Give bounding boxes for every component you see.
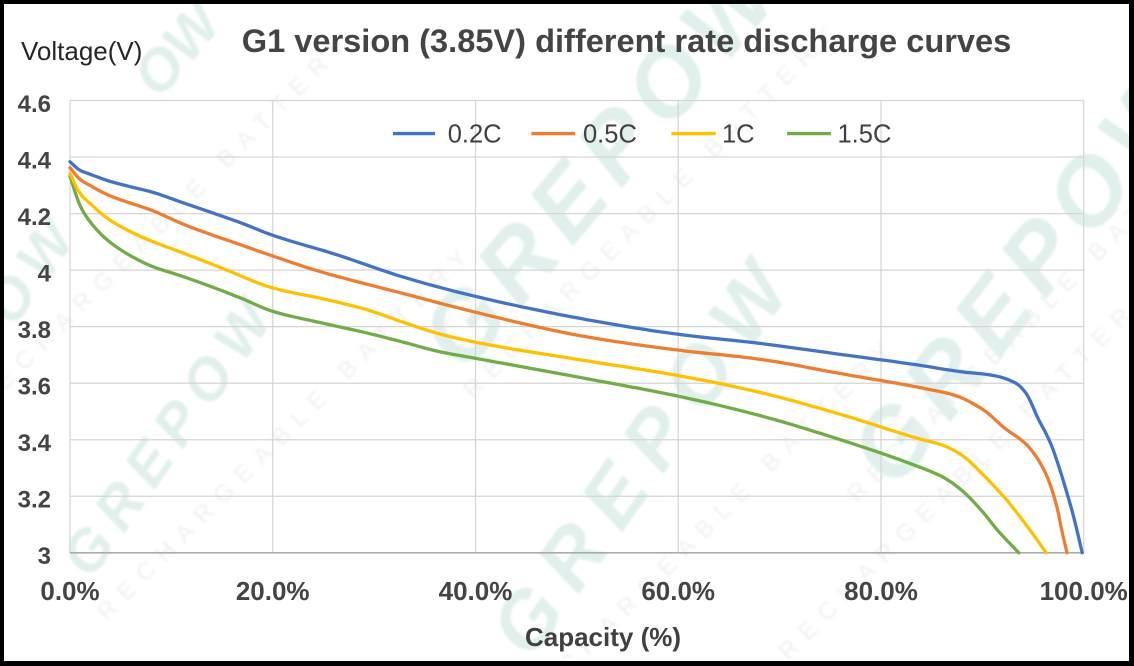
svg-text:4.6: 4.6 xyxy=(18,91,51,118)
svg-text:Voltage(V): Voltage(V) xyxy=(21,36,142,66)
svg-text:0.0%: 0.0% xyxy=(40,576,99,606)
svg-text:20.0%: 20.0% xyxy=(236,576,310,606)
svg-text:3.6: 3.6 xyxy=(18,374,51,401)
svg-text:1.5C: 1.5C xyxy=(838,120,892,148)
svg-text:G1 version (3.85V) different r: G1 version (3.85V) different rate discha… xyxy=(242,22,1012,59)
svg-text:60.0%: 60.0% xyxy=(641,576,715,606)
svg-text:80.0%: 80.0% xyxy=(844,576,918,606)
svg-text:3.4: 3.4 xyxy=(18,430,52,457)
svg-text:4.4: 4.4 xyxy=(18,147,52,174)
svg-text:40.0%: 40.0% xyxy=(439,576,513,606)
svg-text:3.8: 3.8 xyxy=(18,317,51,344)
svg-text:100.0%: 100.0% xyxy=(1040,576,1128,606)
svg-text:4: 4 xyxy=(38,260,52,287)
svg-text:3: 3 xyxy=(38,543,51,570)
svg-text:1C: 1C xyxy=(722,120,755,148)
svg-text:0.2C: 0.2C xyxy=(448,120,502,148)
svg-text:Capacity (%): Capacity (%) xyxy=(525,622,681,652)
svg-text:3.2: 3.2 xyxy=(18,487,51,514)
svg-text:0.5C: 0.5C xyxy=(583,120,637,148)
svg-text:4.2: 4.2 xyxy=(18,204,51,231)
